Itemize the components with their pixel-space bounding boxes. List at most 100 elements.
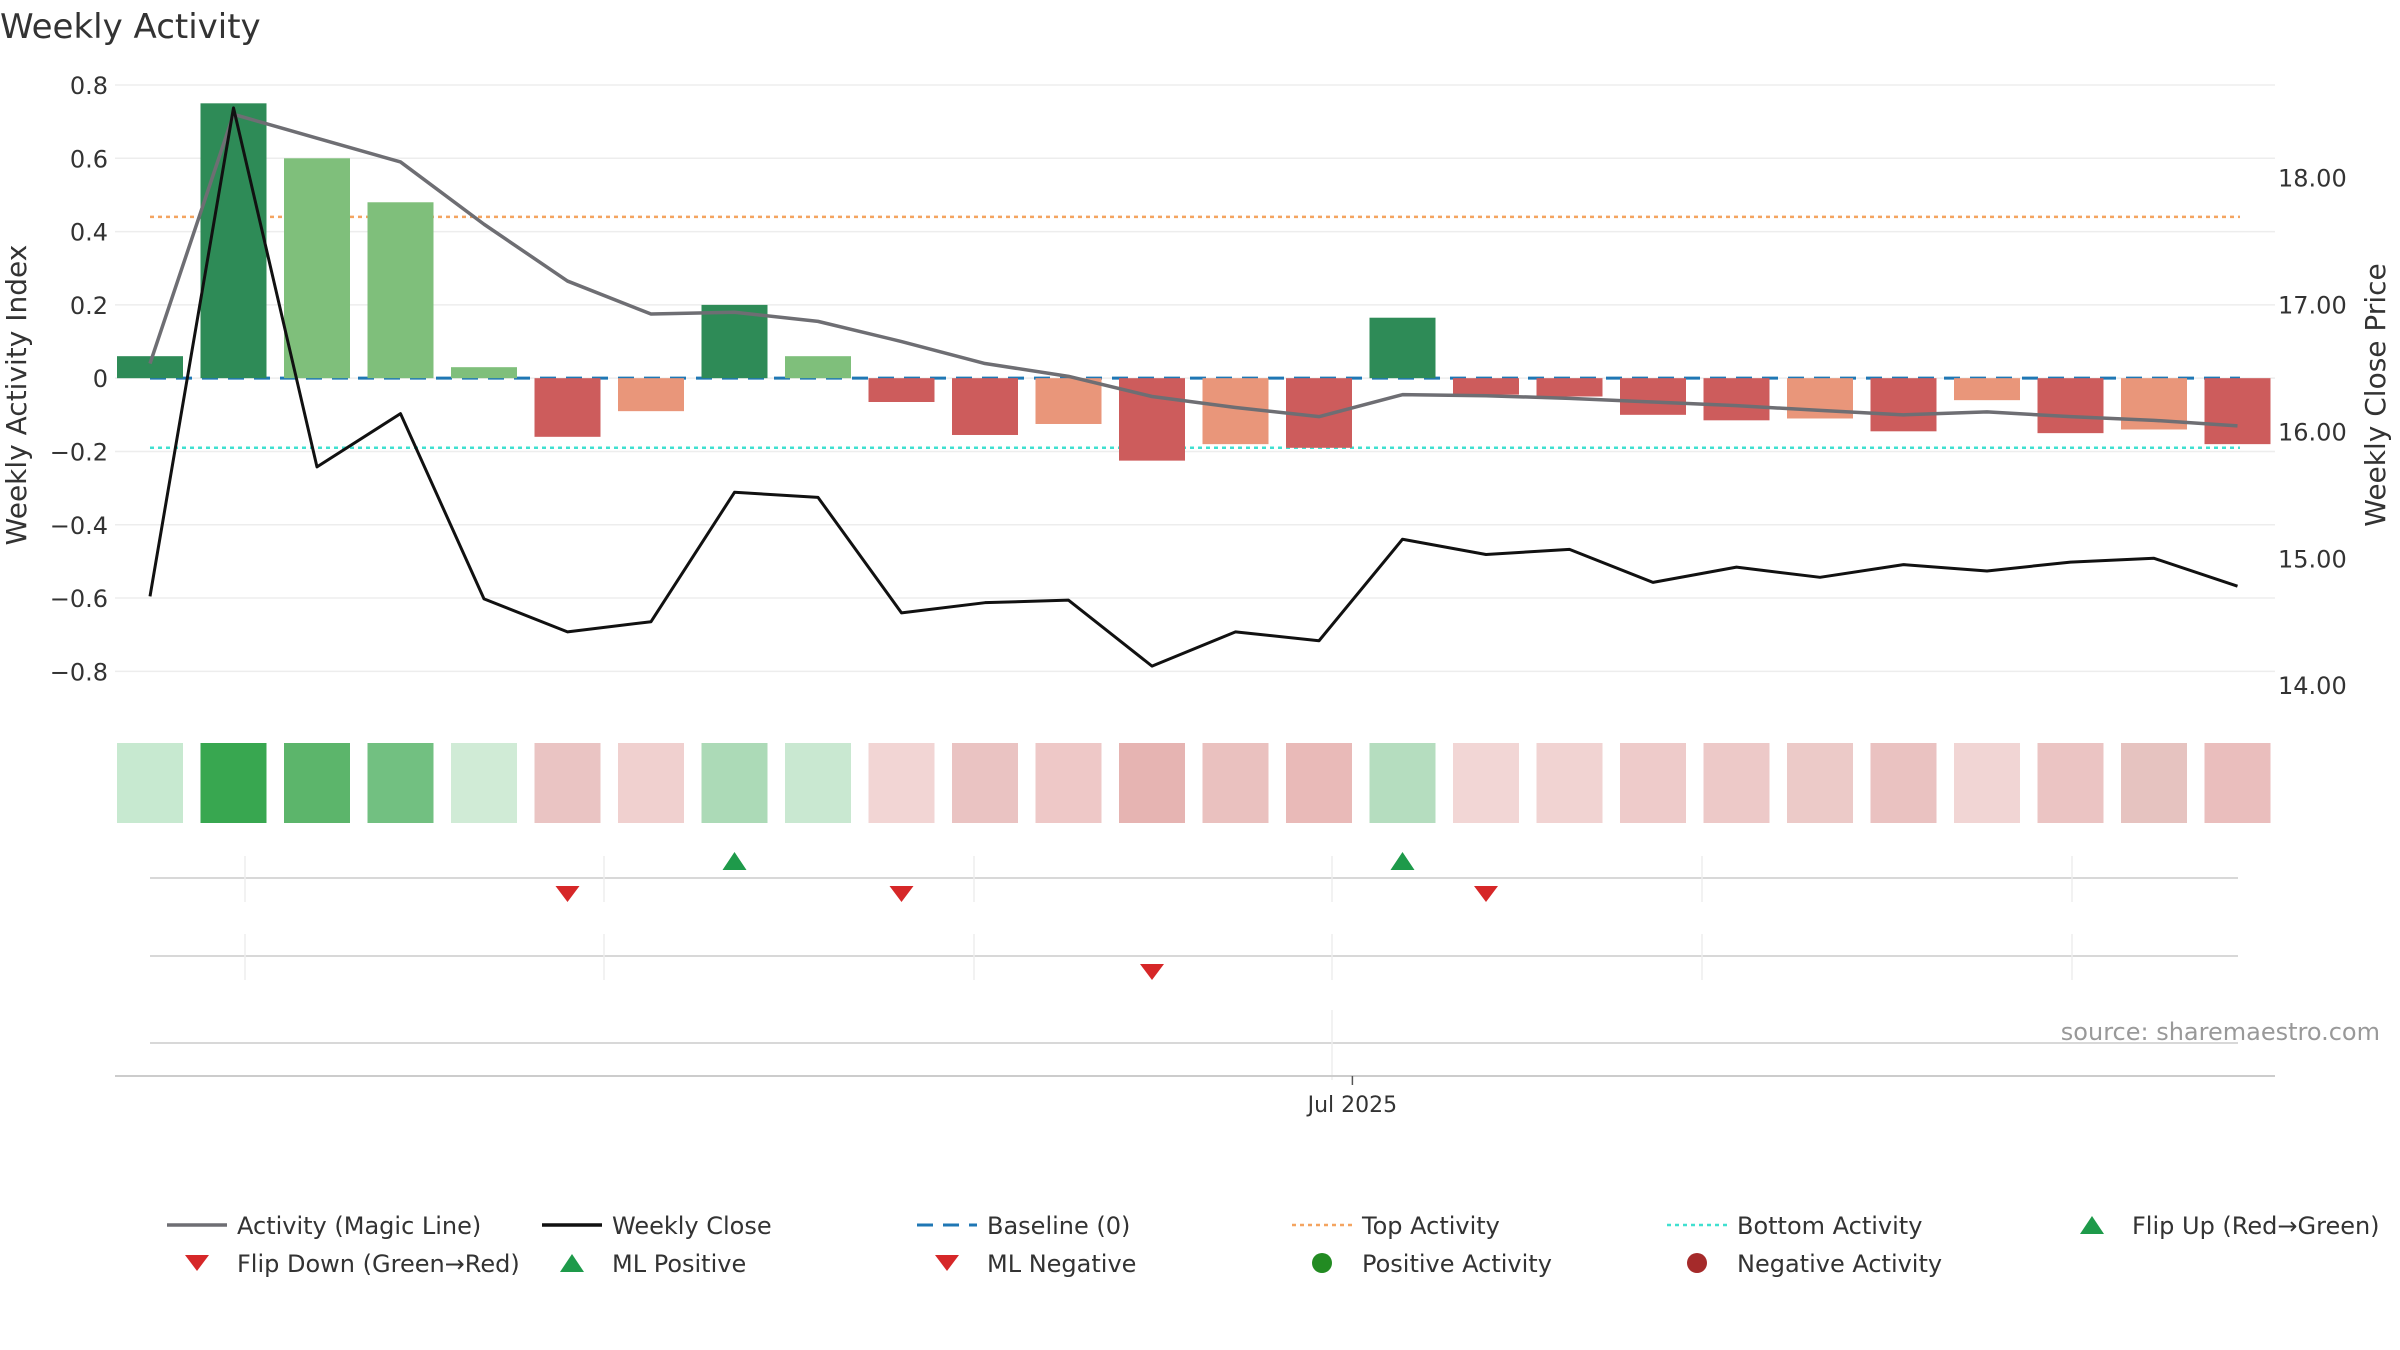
magic-line-series bbox=[148, 112, 2238, 428]
heat-cell-4 bbox=[367, 743, 434, 823]
activity-bar-20 bbox=[1703, 378, 1770, 421]
heat-cell-25 bbox=[2121, 743, 2187, 823]
flip-up-marker-1 bbox=[722, 852, 747, 870]
legend-label: ML Positive bbox=[612, 1250, 746, 1278]
heat-cell-24 bbox=[2037, 743, 2104, 823]
activity-bar-12 bbox=[1035, 378, 1102, 424]
legend-label: Top Activity bbox=[1361, 1212, 1500, 1240]
left-tick-label-4: 0 bbox=[93, 365, 108, 393]
flip-down-marker-1 bbox=[555, 886, 580, 902]
legend-label: Flip Down (Green→Red) bbox=[237, 1250, 520, 1278]
legend-item-7: Flip Down (Green→Red) bbox=[185, 1250, 520, 1278]
left-tick-label-6: −0.4 bbox=[50, 512, 108, 540]
heat-cell-26 bbox=[2204, 743, 2271, 823]
heat-cell-14 bbox=[1202, 743, 1269, 823]
left-tick-label-5: −0.2 bbox=[50, 438, 108, 466]
left-tick-label-8: −0.8 bbox=[50, 658, 108, 686]
activity-bar-8 bbox=[701, 304, 768, 379]
legend-swatch-tri-up bbox=[560, 1254, 584, 1272]
flip-down-marker-3 bbox=[1474, 886, 1498, 902]
activity-bar-10 bbox=[868, 378, 935, 402]
legend-swatch-tri-up bbox=[2080, 1216, 2104, 1234]
heat-cell-23 bbox=[1954, 743, 2020, 823]
left-tick-label-7: −0.6 bbox=[50, 585, 108, 613]
heat-cell-15 bbox=[1286, 743, 1352, 823]
right-tick-label-1: 17.00 bbox=[2278, 292, 2347, 320]
legend-label: Activity (Magic Line) bbox=[237, 1212, 481, 1240]
legend-swatch-circle bbox=[1687, 1253, 1707, 1273]
right-tick-label-0: 18.00 bbox=[2278, 165, 2347, 193]
activity-bar-9 bbox=[785, 356, 851, 379]
activity-bar-4 bbox=[367, 202, 434, 379]
left-axis-label: Weekly Activity Index bbox=[0, 245, 33, 546]
source-credit: source: sharemaestro.com bbox=[2061, 1018, 2380, 1046]
flip-up-marker-2 bbox=[1390, 852, 1415, 870]
legend-label: Negative Activity bbox=[1737, 1250, 1942, 1278]
activity-bar-7 bbox=[618, 378, 684, 412]
activity-bar-22 bbox=[1870, 378, 1937, 432]
heat-cell-1 bbox=[117, 743, 183, 823]
legend-item-10: Positive Activity bbox=[1312, 1250, 1552, 1278]
activity-heat-strip bbox=[117, 743, 2271, 823]
activity-bar-11 bbox=[952, 378, 1018, 435]
legend-item-1: Activity (Magic Line) bbox=[167, 1212, 481, 1240]
right-y-axis: 18.00 17.00 16.00 15.00 14.00 bbox=[2278, 165, 2347, 701]
right-tick-label-2: 16.00 bbox=[2278, 418, 2347, 446]
legend-item-6: Flip Up (Red→Green) bbox=[2080, 1212, 2380, 1240]
legend-item-5: Bottom Activity bbox=[1667, 1212, 1922, 1240]
legend-label: Bottom Activity bbox=[1737, 1212, 1922, 1240]
legend-label: ML Negative bbox=[987, 1250, 1136, 1278]
heat-cell-19 bbox=[1620, 743, 1686, 823]
reference-lines bbox=[150, 215, 2240, 450]
legend-swatch-circle bbox=[1312, 1253, 1332, 1273]
activity-bar-26 bbox=[2204, 378, 2271, 445]
heat-cell-16 bbox=[1369, 743, 1436, 823]
heat-cell-21 bbox=[1787, 743, 1853, 823]
heat-cell-5 bbox=[451, 743, 517, 823]
activity-bar-18 bbox=[1536, 378, 1603, 397]
activity-bar-3 bbox=[284, 158, 350, 379]
activity-bars bbox=[117, 103, 2271, 461]
heat-cell-20 bbox=[1703, 743, 1770, 823]
legend-swatch-tri-down bbox=[185, 1255, 209, 1271]
heat-cell-18 bbox=[1536, 743, 1603, 823]
activity-bar-24 bbox=[2037, 378, 2104, 434]
right-axis-label: Weekly Close Price bbox=[2359, 263, 2392, 526]
x-axis: Jul 2025 bbox=[115, 1075, 2275, 1118]
left-tick-label-3: 0.2 bbox=[70, 292, 108, 320]
legend-item-3: Baseline (0) bbox=[917, 1212, 1130, 1240]
x-tick-label: Jul 2025 bbox=[1306, 1093, 1398, 1118]
activity-bar-6 bbox=[534, 378, 601, 437]
heat-cell-8 bbox=[701, 743, 768, 823]
chart-title: Weekly Activity bbox=[0, 7, 261, 47]
right-tick-label-3: 15.00 bbox=[2278, 545, 2347, 573]
heat-cell-22 bbox=[1870, 743, 1937, 823]
left-y-axis: 0.8 0.6 0.4 0.2 0 −0.2 −0.4 −0.6 −0.8 bbox=[50, 72, 108, 686]
flip-down-marker-2 bbox=[889, 886, 914, 902]
left-tick-label-1: 0.6 bbox=[70, 145, 108, 173]
left-tick-label-0: 0.8 bbox=[70, 72, 108, 100]
weekly-close-series bbox=[148, 106, 2238, 668]
legend: Activity (Magic Line) Weekly Close Baselin… bbox=[167, 1212, 2380, 1278]
heat-cell-10 bbox=[868, 743, 935, 823]
legend-item-11: Negative Activity bbox=[1687, 1250, 1942, 1278]
activity-bar-16 bbox=[1369, 317, 1436, 379]
legend-swatch-tri-down bbox=[935, 1255, 959, 1271]
legend-label: Weekly Close bbox=[612, 1212, 772, 1240]
activity-bar-19 bbox=[1620, 378, 1686, 415]
heat-cell-12 bbox=[1035, 743, 1102, 823]
legend-item-9: ML Negative bbox=[935, 1250, 1136, 1278]
heat-cell-7 bbox=[618, 743, 684, 823]
activity-bar-5 bbox=[451, 367, 517, 379]
heat-cell-17 bbox=[1453, 743, 1519, 823]
legend-label: Flip Up (Red→Green) bbox=[2132, 1212, 2380, 1240]
legend-item-2: Weekly Close bbox=[542, 1212, 772, 1240]
series-lines bbox=[148, 106, 2238, 668]
heat-cell-9 bbox=[785, 743, 851, 823]
heat-cell-13 bbox=[1119, 743, 1185, 823]
activity-bar-23 bbox=[1954, 378, 2020, 401]
legend-item-4: Top Activity bbox=[1292, 1212, 1500, 1240]
legend-label: Positive Activity bbox=[1362, 1250, 1552, 1278]
left-tick-label-2: 0.4 bbox=[70, 219, 108, 247]
